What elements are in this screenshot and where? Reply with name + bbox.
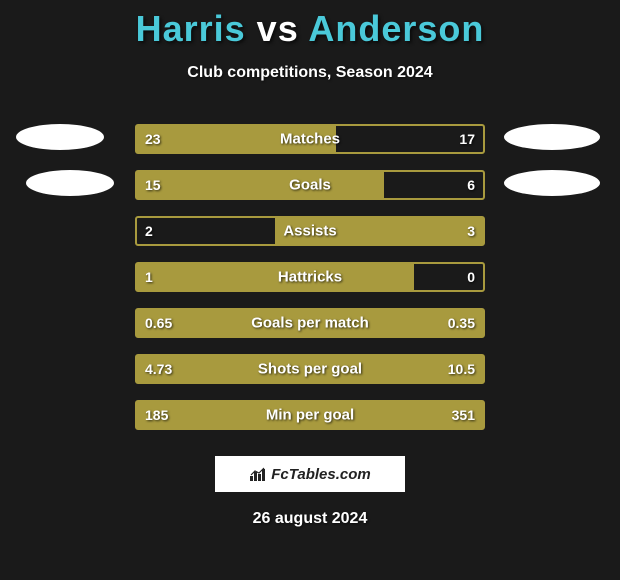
date-label: 26 august 2024 <box>0 510 620 528</box>
stat-row: 2 3 Assists <box>135 216 485 246</box>
decorative-ellipse <box>16 124 104 150</box>
stat-label: Shots per goal <box>258 361 362 378</box>
stat-row: 185 351 Min per goal <box>135 400 485 430</box>
value-left: 4.73 <box>145 361 172 377</box>
value-left: 1 <box>145 269 153 285</box>
value-right: 0 <box>467 269 475 285</box>
value-right: 3 <box>467 223 475 239</box>
value-left: 185 <box>145 407 168 423</box>
stat-row: 23 17 Matches <box>135 124 485 154</box>
value-left: 23 <box>145 131 161 147</box>
stat-label: Hattricks <box>278 269 342 286</box>
stat-label: Goals per match <box>251 315 369 332</box>
value-right: 17 <box>459 131 475 147</box>
vs-label: vs <box>257 8 299 49</box>
subtitle: Club competitions, Season 2024 <box>0 64 620 82</box>
value-left: 2 <box>145 223 153 239</box>
value-right: 10.5 <box>448 361 475 377</box>
chart-area: 2317Matches156Goals23Assists10Hattricks0… <box>0 124 620 430</box>
stat-row: 4.73 10.5 Shots per goal <box>135 354 485 384</box>
decorative-ellipse <box>26 170 114 196</box>
decorative-ellipse <box>504 170 600 196</box>
stat-row: 1 0 Hattricks <box>135 262 485 292</box>
stat-label: Goals <box>289 177 331 194</box>
value-left: 0.65 <box>145 315 172 331</box>
stat-label: Matches <box>280 131 340 148</box>
source-badge-text: FcTables.com <box>271 466 370 483</box>
value-right: 351 <box>452 407 475 423</box>
chart-icon <box>249 466 267 482</box>
value-right: 0.35 <box>448 315 475 331</box>
bar-left <box>137 264 414 290</box>
value-left: 15 <box>145 177 161 193</box>
comparison-title: Harris vs Anderson <box>0 0 620 50</box>
player2-name: Anderson <box>308 8 484 49</box>
stat-label: Min per goal <box>266 407 354 424</box>
player1-name: Harris <box>136 8 246 49</box>
value-right: 6 <box>467 177 475 193</box>
stat-row: 15 6 Goals <box>135 170 485 200</box>
bar-left <box>137 172 384 198</box>
stat-row: 0.65 0.35 Goals per match <box>135 308 485 338</box>
stat-label: Assists <box>283 223 336 240</box>
decorative-ellipse <box>504 124 600 150</box>
source-badge: FcTables.com <box>215 456 405 492</box>
